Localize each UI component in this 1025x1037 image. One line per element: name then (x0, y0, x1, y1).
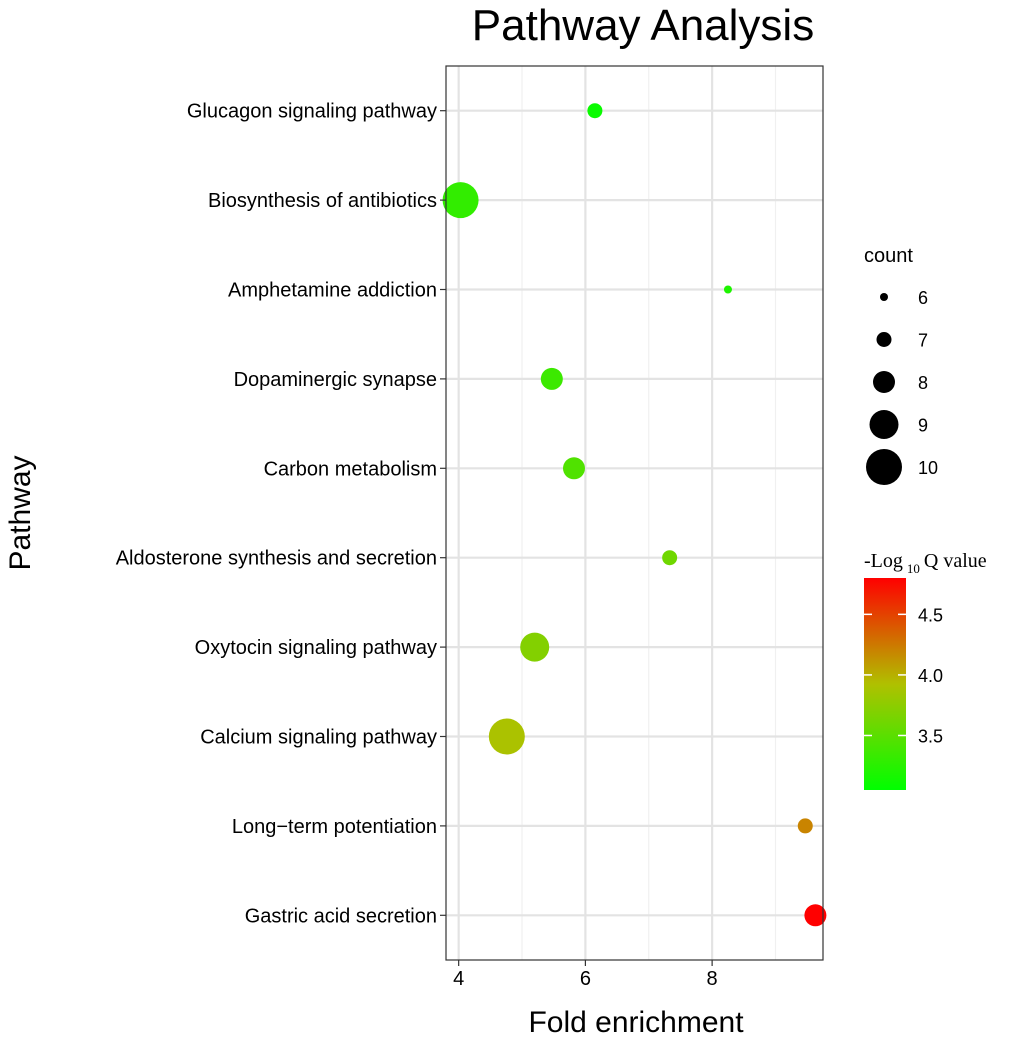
color-legend-label: 3.5 (918, 726, 943, 746)
data-point (797, 818, 813, 834)
y-tick-label: Oxytocin signaling pathway (195, 637, 437, 659)
data-point (488, 718, 525, 755)
y-axis-title: Pathway (4, 455, 37, 570)
y-tick-label: Calcium signaling pathway (200, 727, 437, 749)
size-legend-key (873, 371, 895, 393)
data-point (662, 550, 678, 566)
x-tick-label: 8 (707, 968, 718, 990)
color-legend-title: -Log 10 Q value (864, 550, 987, 576)
y-tick-label: Carbon metabolism (264, 458, 437, 480)
color-legend: -Log 10 Q value 3.5 4.0 4.5 (864, 550, 987, 790)
data-points (442, 103, 827, 927)
data-point (562, 457, 585, 480)
y-tick-label: Aldosterone synthesis and secretion (116, 548, 437, 570)
x-tick-label: 6 (580, 968, 591, 990)
y-axis: Glucagon signaling pathway Biosynthesis o… (116, 101, 446, 927)
data-point (723, 285, 732, 294)
size-legend-key (876, 332, 892, 347)
size-legend-label: 10 (918, 458, 938, 478)
grid-major (446, 66, 823, 960)
size-legend-label: 8 (918, 373, 928, 393)
y-tick-label: Gastric acid secretion (245, 905, 437, 927)
size-legend: count 6 7 8 9 10 (864, 245, 938, 485)
size-legend-label: 6 (918, 288, 928, 308)
size-legend-key (866, 449, 902, 485)
y-tick-label: Amphetamine addiction (228, 280, 437, 302)
data-point (804, 904, 827, 927)
chart-title: Pathway Analysis (472, 1, 814, 50)
x-axis: 4 6 8 (453, 960, 718, 990)
color-legend-label: 4.5 (918, 605, 943, 625)
y-tick-label: Glucagon signaling pathway (187, 101, 437, 123)
grid-minor (521, 66, 777, 960)
size-legend-label: 7 (918, 331, 928, 351)
size-legend-title: count (864, 245, 913, 267)
y-tick-label: Long−term potentiation (232, 816, 437, 838)
size-legend-label: 9 (918, 416, 928, 436)
color-bar (864, 578, 906, 790)
y-tick-label: Dopaminergic synapse (234, 369, 437, 391)
data-point (587, 103, 603, 119)
data-point (442, 182, 479, 219)
plot-panel (442, 65, 827, 961)
data-point (540, 367, 563, 390)
data-point (520, 632, 550, 662)
panel-border (445, 65, 824, 961)
y-tick-label: Biosynthesis of antibiotics (208, 190, 437, 212)
size-legend-key (880, 293, 888, 301)
x-tick-label: 4 (453, 968, 464, 990)
x-axis-title: Fold enrichment (528, 1006, 744, 1037)
color-legend-label: 4.0 (918, 666, 943, 686)
size-legend-key (869, 410, 899, 439)
